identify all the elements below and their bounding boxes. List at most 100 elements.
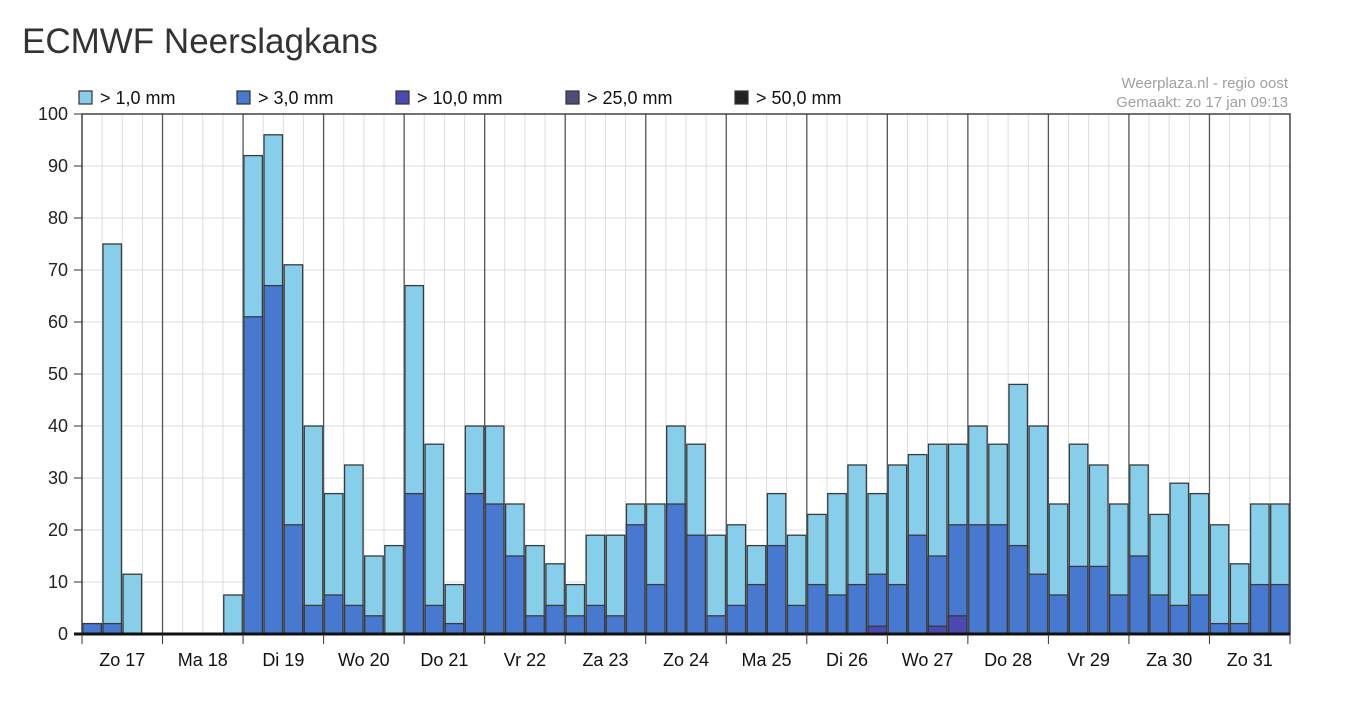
bar-series-2 [726, 604, 747, 635]
bar-series-2 [1149, 594, 1170, 635]
bar-series-2 [303, 604, 324, 635]
bar-series-2 [827, 594, 847, 635]
x-tick-label: Di 19 [262, 650, 304, 670]
legend-label: > 10,0 mm [417, 88, 503, 108]
bar-series-2 [1129, 555, 1149, 635]
legend-label: > 50,0 mm [756, 88, 842, 108]
legend: > 1,0 mm > 3,0 mm > 10,0 mm > 25,0 mm > 50,0… [78, 88, 842, 108]
bar-series-2 [1169, 604, 1190, 635]
bar-series-2 [887, 583, 908, 635]
bar-series-2 [1028, 573, 1049, 635]
bar-series-3 [947, 615, 968, 635]
bar-series-2 [867, 573, 888, 635]
bar-series-2 [364, 615, 384, 635]
x-tick-label: Zo 17 [99, 650, 145, 670]
y-tick-label: 100 [38, 104, 68, 124]
y-tick-label: 0 [58, 624, 68, 644]
bar-series-2 [283, 524, 304, 635]
y-tick-label: 10 [48, 572, 68, 592]
grid [82, 113, 1290, 635]
bar-series-2 [444, 622, 465, 635]
bars [82, 134, 1290, 635]
bar-series-2 [585, 604, 606, 635]
bar-series-2 [847, 583, 868, 635]
x-tick-label: Zo 24 [663, 650, 709, 670]
bar-series-2 [766, 544, 787, 635]
y-tick-label: 80 [48, 208, 68, 228]
bar-series-2 [645, 583, 666, 635]
bar-series-2 [746, 583, 767, 635]
bar-series-2 [343, 604, 364, 635]
bar-series-2 [504, 555, 525, 635]
bar-series-2 [404, 492, 425, 635]
x-tick-label: Vr 22 [504, 650, 546, 670]
legend-swatch [78, 90, 93, 105]
bar-series-2 [525, 615, 545, 635]
bar-series-2 [1008, 544, 1029, 635]
bar-series-1 [102, 243, 123, 635]
bar-series-2 [1270, 583, 1290, 635]
bar-series-2 [968, 524, 988, 635]
y-tick-label: 40 [48, 416, 68, 436]
bar-series-2 [686, 534, 706, 635]
y-tick-label: 60 [48, 312, 68, 332]
credit-made: Gemaakt: zo 17 jan 09:13 [1116, 94, 1288, 111]
bar-series-2 [1249, 583, 1270, 635]
y-tick-label: 70 [48, 260, 68, 280]
legend-swatch [236, 90, 251, 105]
bar-series-2 [1108, 594, 1129, 635]
x-tick-label: Za 30 [1146, 650, 1192, 670]
x-tick-label: Di 26 [826, 650, 868, 670]
bar-series-2 [927, 555, 948, 635]
credit-source: Weerplaza.nl - regio oost [1122, 75, 1289, 92]
bar-series-2 [907, 534, 928, 635]
bar-series-1 [303, 425, 324, 635]
bar-series-2 [484, 503, 505, 635]
x-tick-label: Wo 27 [902, 650, 954, 670]
y-tick-label: 30 [48, 468, 68, 488]
axes: 0 10 20 30 40 50 60 70 80 90 100 Zo 17 Ma 18 Di 19 Wo … [38, 104, 1291, 670]
bar-series-2 [1229, 622, 1250, 635]
legend-swatch [734, 90, 749, 105]
bar-series-2 [786, 604, 807, 635]
page-title: ECMWF Neerslagkans [22, 22, 378, 61]
bar-series-2 [666, 503, 686, 635]
bar-series-2 [625, 524, 646, 635]
bar-series-2 [605, 615, 626, 635]
x-tick-label: Do 21 [420, 650, 468, 670]
bar-series-1 [122, 573, 143, 635]
bar-series-1 [384, 544, 404, 635]
bar-series-2 [706, 615, 727, 635]
bar-series-2 [1189, 594, 1210, 635]
bar-series-1 [1209, 524, 1230, 635]
x-tick-label: Za 23 [582, 650, 628, 670]
bar-series-2 [464, 492, 485, 635]
bar-series-2 [545, 604, 566, 635]
x-tick-label: Wo 20 [338, 650, 390, 670]
bar-series-1 [223, 594, 243, 635]
y-tick-label: 50 [48, 364, 68, 384]
x-tick-label: Vr 29 [1067, 650, 1109, 670]
bar-series-2 [102, 622, 123, 635]
x-tick-label: Do 28 [984, 650, 1032, 670]
bar-series-2 [1048, 594, 1069, 635]
legend-swatch [395, 90, 410, 105]
bar-series-2 [565, 615, 586, 635]
bar-series-2 [1088, 565, 1109, 635]
bar-series-2 [1209, 622, 1230, 635]
bar-series-2 [424, 604, 445, 635]
x-tick-label: Ma 18 [178, 650, 228, 670]
bar-series-2 [243, 316, 264, 635]
y-tick-label: 90 [48, 156, 68, 176]
legend-label: > 25,0 mm [587, 88, 673, 108]
legend-label: > 1,0 mm [100, 88, 176, 108]
bar-series-2 [1068, 565, 1089, 635]
bar-series-2 [988, 524, 1008, 635]
bar-series-2 [806, 583, 827, 635]
bar-series-2 [263, 284, 284, 635]
bar-series-2 [323, 594, 344, 635]
legend-swatch [565, 90, 580, 105]
x-tick-label: Zo 31 [1227, 650, 1273, 670]
x-tick-label: Ma 25 [742, 650, 792, 670]
